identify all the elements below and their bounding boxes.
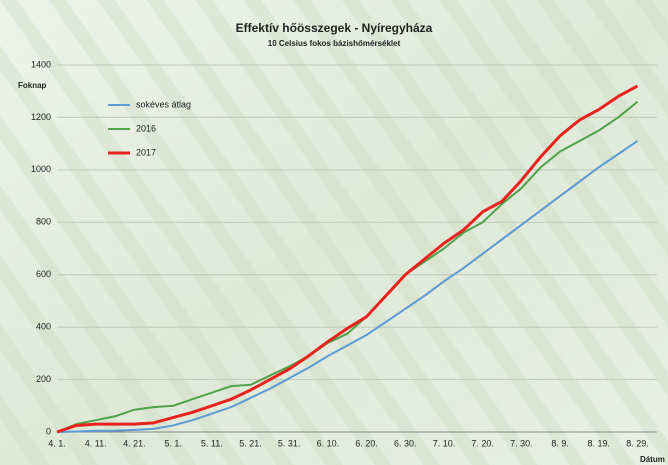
x-tick-label: 4. 1.: [48, 438, 66, 448]
y-tick-label: 1000: [31, 164, 51, 174]
x-tick-label: 5. 31.: [278, 438, 301, 448]
x-tick-label: 4. 21.: [123, 438, 146, 448]
x-tick-label: 4. 11.: [85, 438, 107, 448]
y-tick-label: 0: [46, 426, 51, 436]
x-axis-label: Dátum: [640, 455, 665, 464]
legend-label: sokéves átlag: [136, 99, 191, 109]
legend-label: 2017: [136, 147, 156, 157]
y-tick-label: 400: [36, 322, 51, 332]
y-axis-label: Foknap: [18, 81, 47, 90]
y-tick-label: 200: [36, 374, 51, 384]
x-tick-label: 8. 29.: [626, 438, 649, 448]
x-tick-label: 5. 1.: [164, 438, 182, 448]
x-tick-label: 7. 20.: [471, 438, 494, 448]
page: Effektív hőösszegek - Nyíregyháza 10 Cel…: [0, 0, 668, 465]
x-tick-label: 5. 11.: [201, 438, 223, 448]
y-tick-label: 800: [36, 217, 51, 227]
x-tick-label: 8. 9.: [551, 438, 569, 448]
x-tick-label: 7. 10.: [433, 438, 456, 448]
background-pattern: [0, 0, 668, 465]
y-tick-label: 600: [36, 269, 51, 279]
x-tick-label: 6. 30.: [394, 438, 417, 448]
y-tick-label: 1200: [31, 112, 51, 122]
x-tick-label: 6. 20.: [355, 438, 378, 448]
legend-label: 2016: [136, 123, 156, 133]
x-tick-label: 6. 10.: [317, 438, 340, 448]
x-tick-label: 5. 21.: [239, 438, 262, 448]
chart-subtitle: 10 Celsius fokos bázishőmérséklet: [268, 39, 401, 48]
chart-title: Effektív hőösszegek - Nyíregyháza: [236, 21, 433, 35]
y-tick-label: 1400: [31, 59, 51, 69]
x-tick-label: 7. 30.: [510, 438, 533, 448]
x-tick-label: 8. 19.: [588, 438, 611, 448]
chart: Effektív hőösszegek - Nyíregyháza 10 Cel…: [0, 0, 668, 465]
